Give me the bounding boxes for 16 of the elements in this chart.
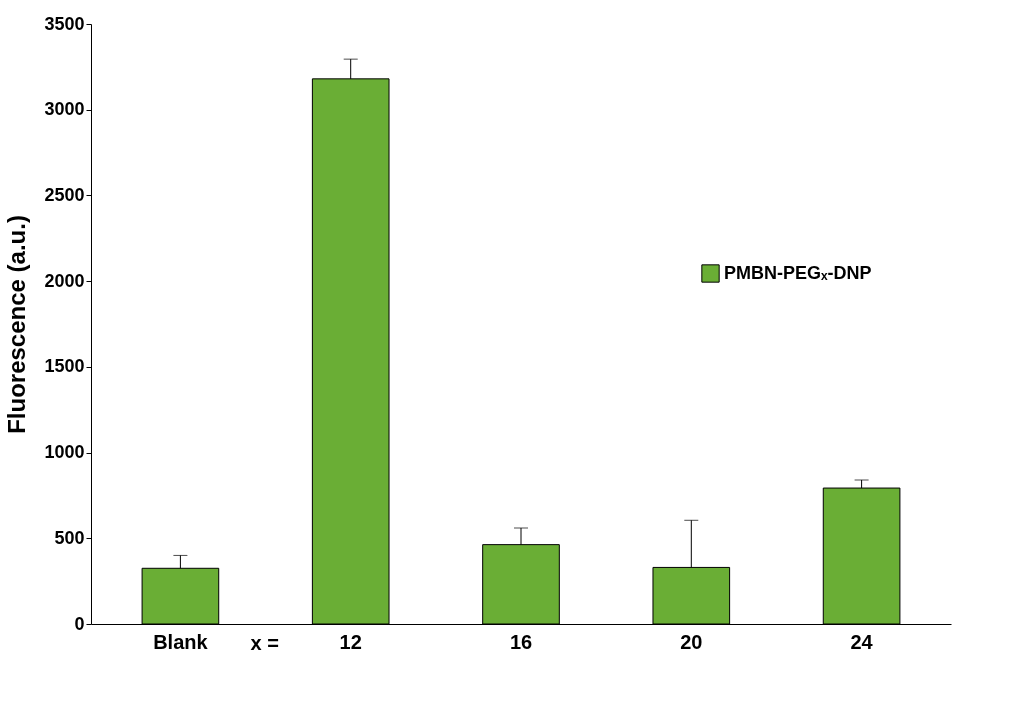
y-tick-label: 500 xyxy=(54,527,85,548)
x-tick-label: 16 xyxy=(509,630,533,653)
y-tick-label: 3500 xyxy=(44,13,85,34)
y-axis-title: Fluorescence (a.u.) xyxy=(3,215,31,434)
y-tick-label: 1500 xyxy=(44,356,85,377)
y-tick-label: 2500 xyxy=(44,184,85,205)
legend-label: PMBN-PEGₓ-DNP xyxy=(724,262,872,283)
x-tick-label: 24 xyxy=(850,630,874,653)
x-tick-label: Blank xyxy=(153,630,209,653)
y-tick-label: 1000 xyxy=(44,442,85,463)
y-tick-label: 0 xyxy=(74,613,85,634)
x-tick-label: 20 xyxy=(680,630,703,653)
y-tick-label: 3000 xyxy=(44,99,85,120)
x-tick-label: 12 xyxy=(339,630,362,653)
text: x = xyxy=(250,632,279,654)
y-tick-label: 2000 xyxy=(44,270,85,291)
